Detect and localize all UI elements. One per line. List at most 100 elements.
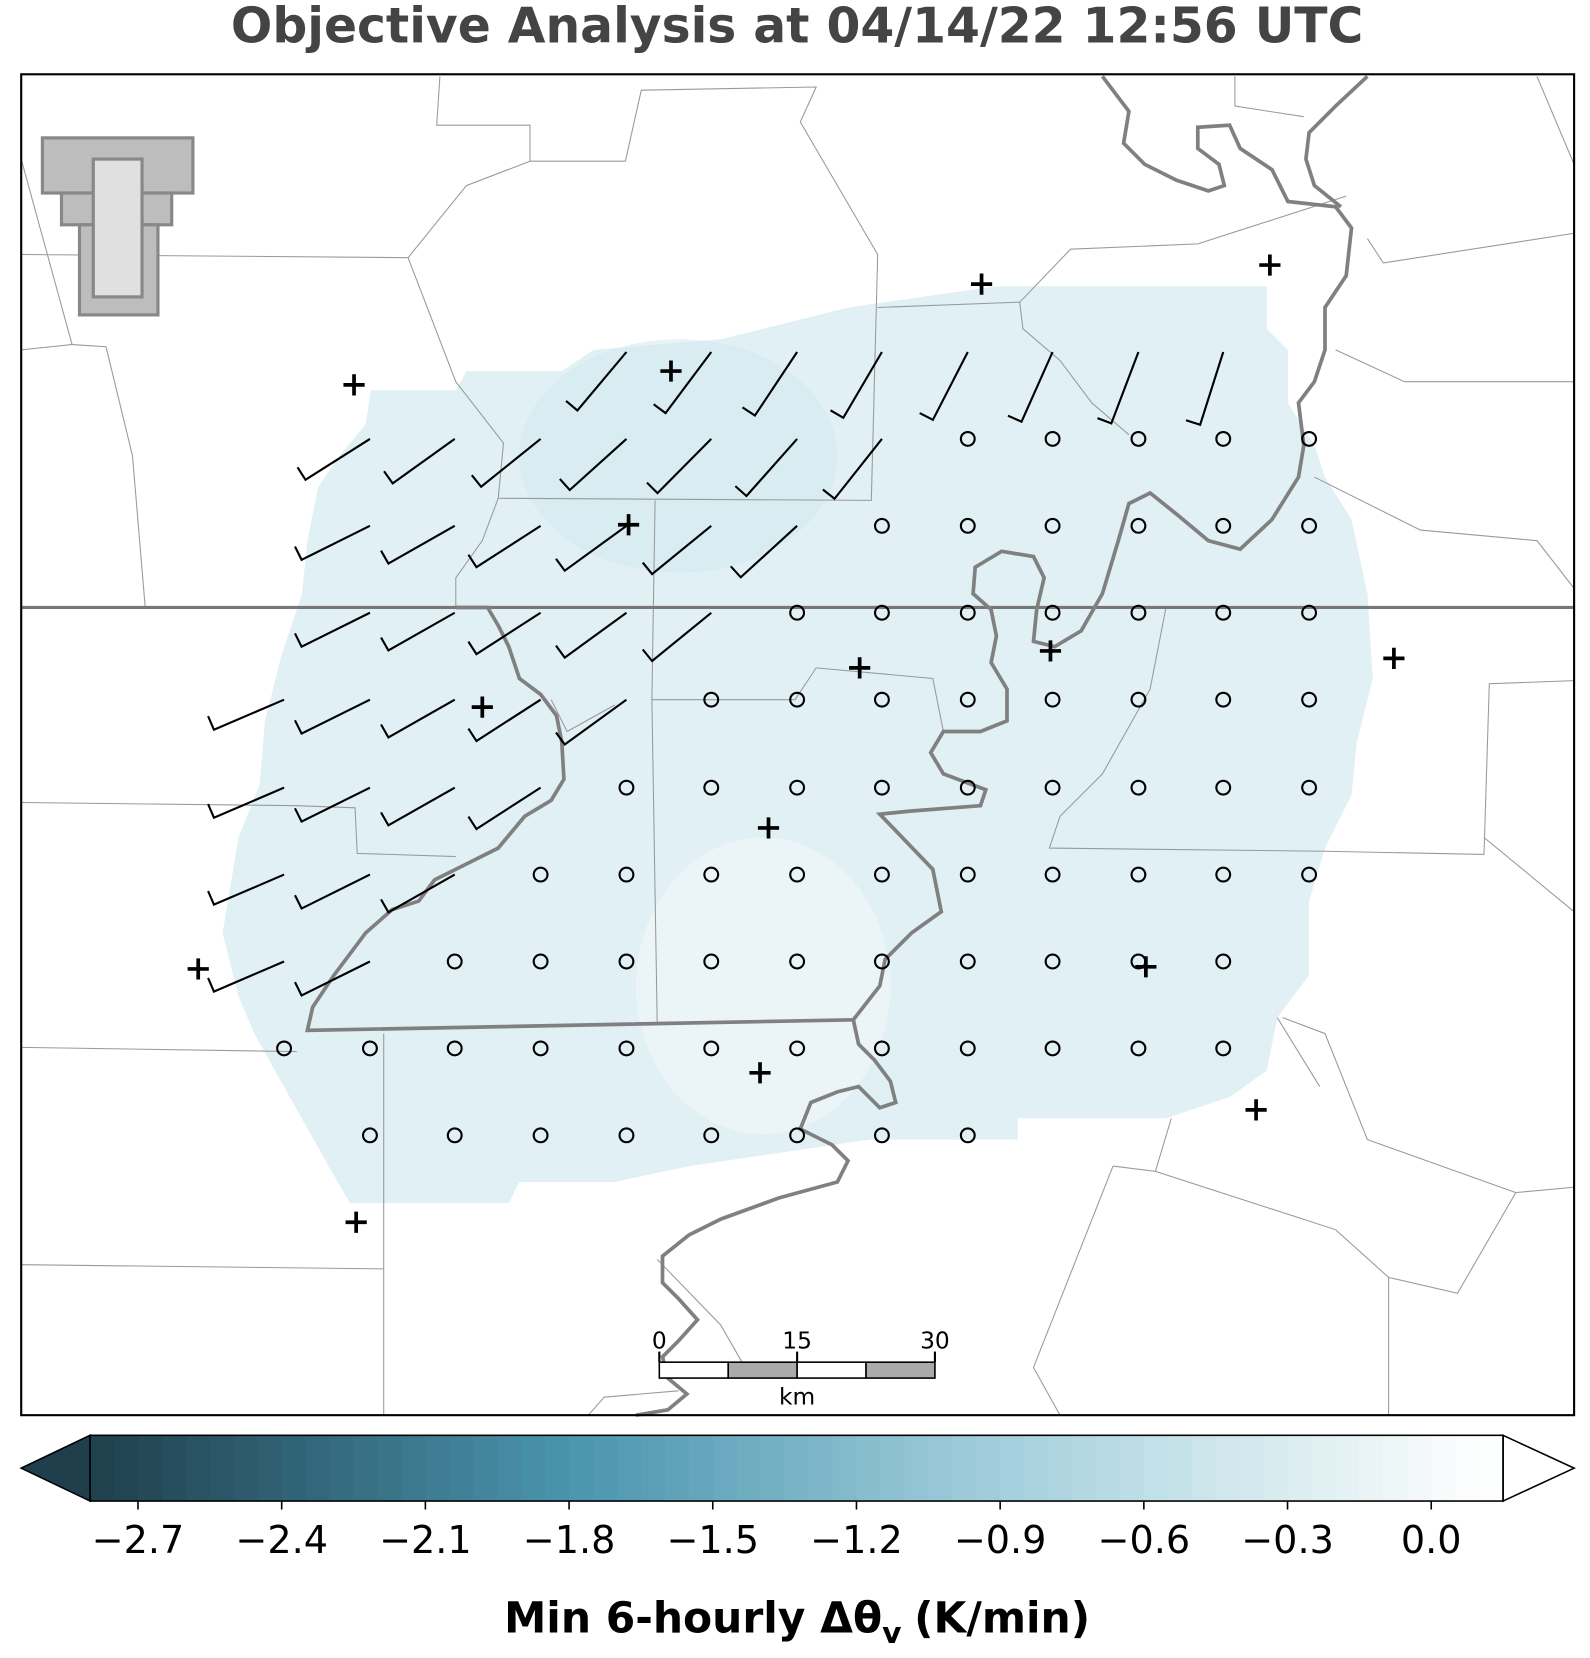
calm-station — [618, 779, 635, 796]
colorbar-level — [209, 1435, 235, 1502]
colorbar-level — [1215, 1435, 1241, 1502]
label-sub: v — [882, 1615, 901, 1650]
shading-core — [519, 339, 838, 573]
colorbar-level — [233, 1435, 259, 1502]
calm-station — [446, 1040, 463, 1057]
calm-station — [789, 953, 806, 970]
wind-barb — [1097, 351, 1140, 425]
title: Objective Analysis at 04/14/22 12:56 UTC — [231, 0, 1363, 54]
calm-station — [1301, 430, 1318, 447]
wind-barb — [380, 873, 456, 914]
missing-station — [1039, 640, 1062, 662]
colorbar: Min 6-hourly Δθv (K/min) −2.7 −2.4 −2.1 −1.8… — [19, 1434, 1576, 1650]
wind-barb — [822, 438, 883, 501]
calm-station — [446, 1127, 463, 1144]
wind-barb — [207, 698, 285, 732]
wind-barb — [294, 611, 371, 649]
calm-station — [873, 517, 890, 534]
colorbar-level — [1167, 1435, 1193, 1502]
calm-station — [532, 953, 549, 970]
calm-station — [789, 779, 806, 796]
wind-barb — [294, 524, 371, 562]
colorbar-level — [161, 1435, 187, 1502]
colorbar-level — [1311, 1435, 1336, 1502]
missing-station — [471, 696, 493, 718]
colorbar-level — [856, 1435, 881, 1502]
colorbar-tick-label: −0.3 — [1241, 1518, 1334, 1562]
scale-segment — [727, 1361, 798, 1379]
colorbar-level — [473, 1435, 498, 1502]
wind-barb — [296, 438, 371, 482]
missing-station — [617, 514, 640, 536]
missing-station — [749, 1062, 771, 1084]
wind-barb — [467, 611, 542, 656]
colorbar-level — [569, 1435, 594, 1502]
calm-station — [959, 430, 976, 447]
colorbar-tick-label: −0.6 — [1098, 1518, 1191, 1562]
calm-station — [959, 691, 976, 708]
colorbar-level — [1455, 1435, 1480, 1502]
wind-barb — [380, 698, 456, 739]
colorbar-level — [425, 1435, 450, 1502]
colorbar-level — [688, 1435, 714, 1502]
calm-station — [1130, 1040, 1147, 1057]
colorbar-level — [281, 1435, 307, 1502]
colorbar-level — [760, 1435, 786, 1502]
colorbar-level — [1359, 1435, 1384, 1502]
calm-station — [1044, 517, 1061, 534]
calm-station — [1215, 953, 1232, 970]
colorbar-tick-label: −2.1 — [379, 1518, 472, 1562]
calm-station — [446, 953, 463, 970]
calm-station — [618, 1127, 635, 1144]
wind-barb — [729, 525, 798, 579]
wind-barb — [467, 524, 542, 569]
calm-station — [1044, 430, 1061, 447]
scale-segment — [658, 1361, 730, 1379]
colorbar-level — [1000, 1435, 1025, 1502]
calm-station — [1044, 604, 1061, 621]
colorbar-level — [736, 1435, 762, 1502]
calm-station — [1215, 779, 1232, 796]
calm-station — [361, 1040, 378, 1057]
calm-station — [1215, 517, 1232, 534]
label-unit: (K/min) — [914, 1593, 1090, 1642]
colorbar-frame — [89, 1434, 1504, 1502]
logo — [40, 136, 195, 317]
wind-barb — [829, 351, 883, 420]
calm-station — [1044, 866, 1061, 883]
calm-station — [618, 953, 635, 970]
stations — [187, 254, 1405, 1233]
calm-station — [1130, 604, 1147, 621]
colorbar-level — [257, 1435, 283, 1502]
colorbar-level — [1431, 1435, 1456, 1502]
calm-station — [789, 691, 806, 708]
calm-station — [1301, 779, 1318, 796]
calm-station — [532, 1127, 549, 1144]
colorbar-level — [832, 1435, 857, 1502]
colorbar-level — [664, 1435, 690, 1502]
calm-station — [959, 779, 976, 796]
wind-barb — [653, 351, 713, 415]
calm-station — [873, 604, 890, 621]
colorbar-level — [952, 1435, 977, 1502]
rivers — [21, 75, 1575, 1418]
wind-barb — [207, 786, 285, 820]
missing-station — [849, 657, 871, 679]
colorbar-extend-low — [19, 1434, 91, 1503]
scale-unit: km — [779, 1384, 815, 1411]
calm-station — [959, 1040, 976, 1057]
colorbar-level — [784, 1435, 810, 1502]
calm-station — [1301, 604, 1318, 621]
colorbar-level — [593, 1435, 618, 1502]
missing-station — [345, 1211, 367, 1233]
missing-station — [343, 374, 365, 396]
colorbar-tick-label: −1.8 — [523, 1518, 616, 1562]
colorbar-level — [880, 1435, 905, 1502]
wind-barb — [380, 524, 456, 565]
missing-station — [1259, 254, 1281, 276]
colorbar-level — [928, 1435, 953, 1502]
calm-station — [959, 866, 976, 883]
wind-barb — [294, 960, 371, 997]
calm-station — [532, 1040, 549, 1057]
colorbar-level — [640, 1435, 666, 1502]
